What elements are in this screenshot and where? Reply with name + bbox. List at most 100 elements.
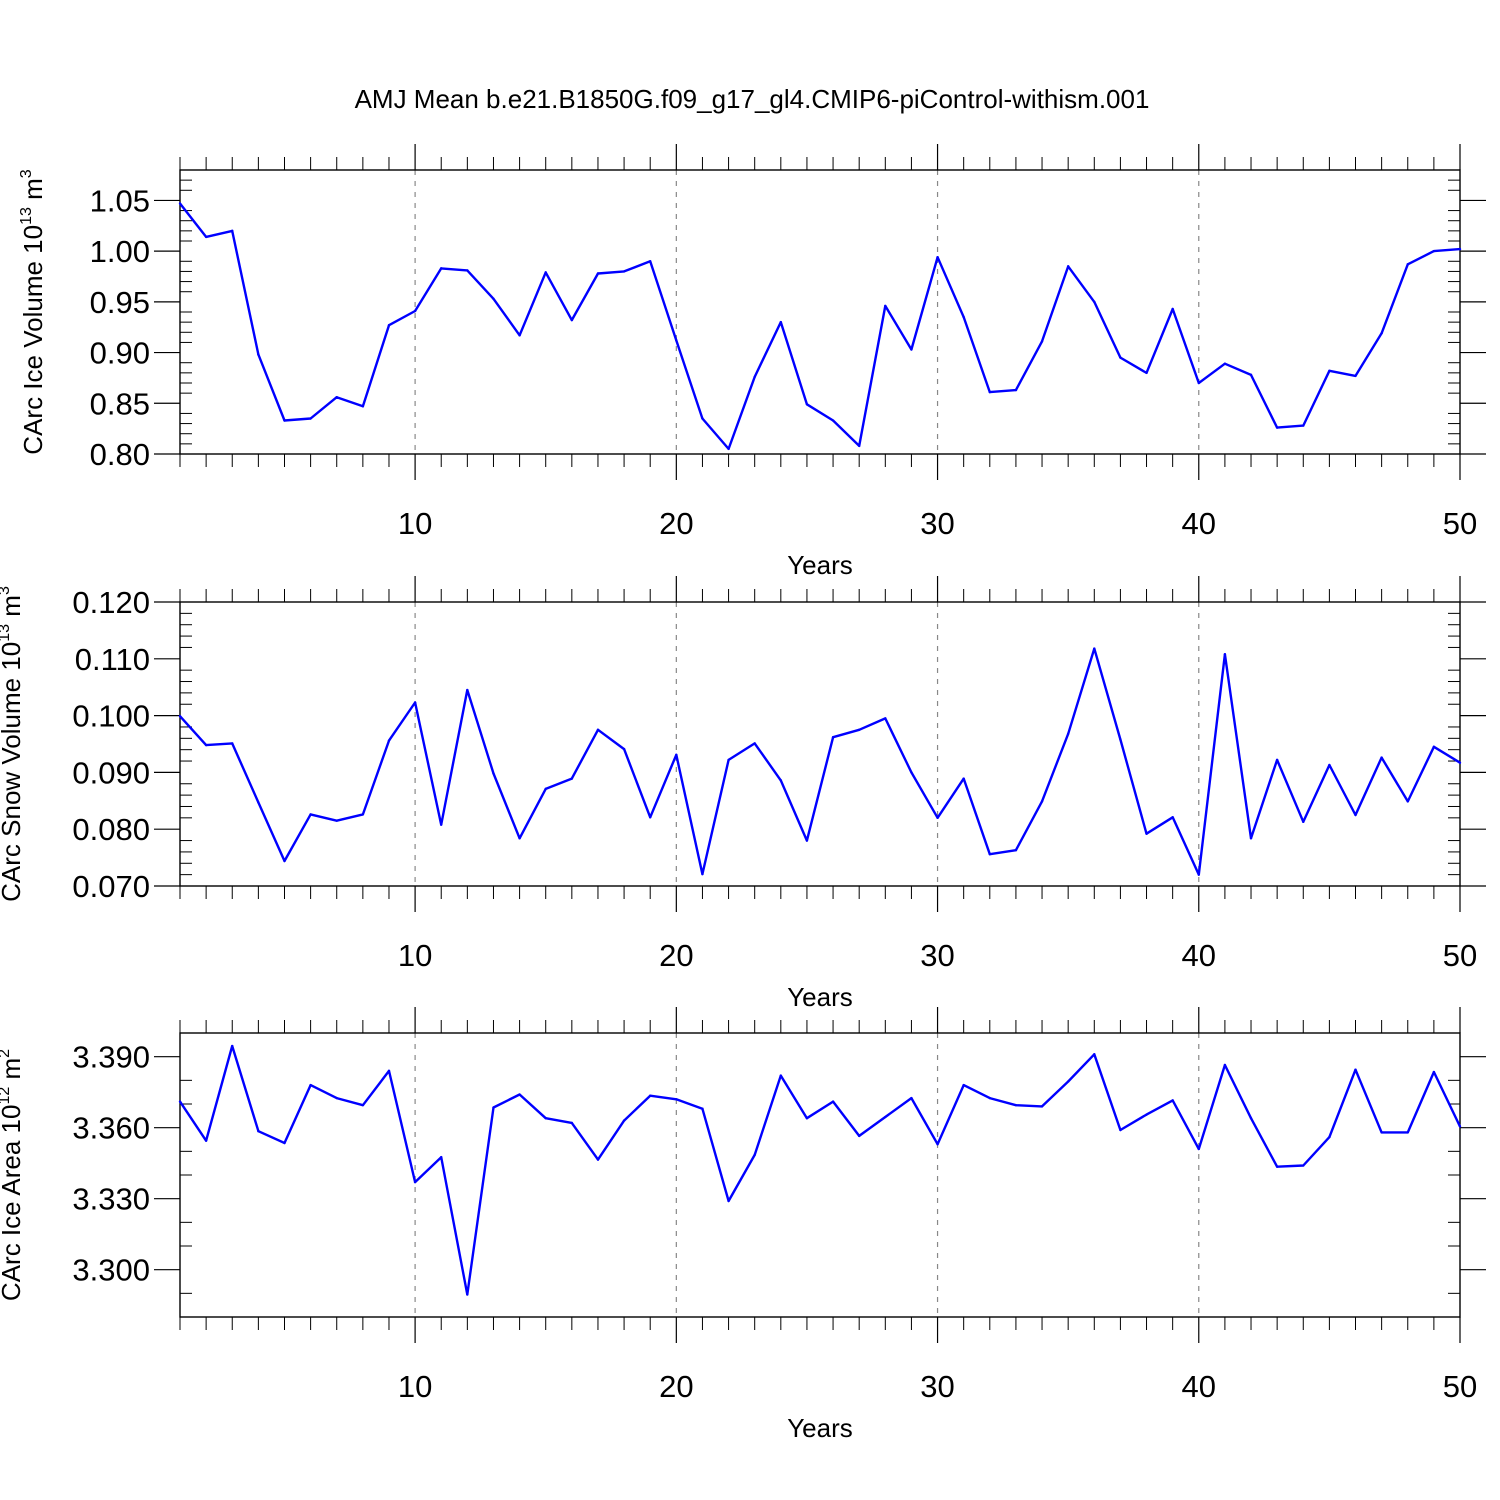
- data-point: [1093, 1053, 1096, 1056]
- y-tick-label: 0.85: [90, 386, 150, 421]
- data-point: [1354, 374, 1357, 378]
- data-point: [1275, 426, 1279, 429]
- data-point: [649, 260, 652, 263]
- data-point: [805, 1117, 809, 1120]
- x-tick-label: 30: [920, 938, 954, 973]
- data-point: [1380, 332, 1383, 335]
- y-tick-label: 0.110: [75, 642, 150, 677]
- y-tick-label: 3.300: [72, 1253, 150, 1288]
- x-tick-label: 50: [1443, 938, 1477, 973]
- data-point: [1432, 745, 1436, 749]
- data-point: [727, 1199, 730, 1203]
- data-point: [440, 1156, 443, 1159]
- data-point: [649, 816, 652, 819]
- y-tick-label: 0.090: [72, 755, 150, 790]
- y-tick-label: 3.390: [72, 1040, 150, 1075]
- data-point: [1066, 265, 1070, 268]
- data-point: [1406, 800, 1409, 803]
- data-point: [570, 1121, 574, 1125]
- data-point: [1040, 340, 1044, 343]
- y-tick-label: 3.330: [72, 1182, 150, 1217]
- data-point: [779, 779, 783, 782]
- data-point: [1432, 1070, 1436, 1074]
- data-point: [910, 348, 913, 351]
- data-point: [727, 447, 730, 451]
- data-point: [204, 1139, 208, 1142]
- data-point: [387, 1069, 391, 1073]
- y-tick-label: 3.360: [72, 1111, 150, 1146]
- data-point: [1145, 1113, 1148, 1116]
- data-point: [361, 405, 365, 408]
- data-point: [1223, 653, 1227, 656]
- x-tick-label: 10: [398, 1369, 432, 1404]
- data-point: [936, 256, 939, 259]
- data-point: [257, 801, 260, 804]
- y-axis-title-superscript: 3: [0, 586, 13, 595]
- data-point: [1040, 1105, 1044, 1108]
- y-tick-label: 0.90: [90, 336, 150, 371]
- data-point: [884, 717, 887, 720]
- data-point: [884, 304, 887, 308]
- data-point: [1302, 424, 1305, 427]
- data-point: [910, 1096, 913, 1100]
- data-point: [544, 271, 547, 274]
- y-axis-title-part: m: [0, 1058, 26, 1087]
- panels: 10 20 30 40 50 0.80 0.85 0.90 0.95 1.00 1.05 Years C…: [0, 144, 1486, 1443]
- data-point: [518, 837, 521, 840]
- plot-frame: [179, 169, 1461, 455]
- y-axis-title-superscript: 12: [0, 1087, 13, 1105]
- data-point: [1302, 1164, 1305, 1167]
- data-point: [440, 823, 443, 826]
- x-tick-label: 10: [398, 506, 432, 541]
- x-axis-title: Years: [787, 550, 853, 580]
- data-point: [309, 417, 312, 420]
- data-point: [701, 872, 704, 876]
- data-point: [1093, 300, 1096, 304]
- data-point: [805, 839, 809, 842]
- data-point: [962, 777, 965, 780]
- data-point: [1406, 1131, 1409, 1134]
- x-tick-label: 40: [1182, 506, 1216, 541]
- data-point: [1275, 758, 1279, 762]
- data-point: [1380, 1131, 1383, 1134]
- y-tick-label: 0.100: [72, 699, 150, 734]
- data-point: [596, 272, 600, 275]
- data-point: [1171, 1099, 1174, 1102]
- data-point: [466, 1293, 469, 1296]
- x-tick-label: 20: [659, 938, 693, 973]
- data-point: [492, 772, 495, 775]
- x-tick-label: 30: [920, 506, 954, 541]
- data-point: [1197, 1147, 1200, 1151]
- x-tick-label: 20: [659, 506, 693, 541]
- data-point: [1040, 800, 1044, 803]
- x-axis-title: Years: [787, 982, 853, 1012]
- data-point: [1171, 816, 1174, 819]
- data-point: [518, 334, 521, 337]
- data-point: [857, 444, 861, 448]
- data-point: [570, 318, 574, 322]
- y-axis-title-superscript: 13: [0, 624, 13, 642]
- data-point: [1119, 738, 1122, 741]
- data-point: [1145, 371, 1148, 375]
- data-point: [1197, 873, 1200, 876]
- data-point: [1223, 1063, 1227, 1067]
- data-point: [178, 1100, 182, 1103]
- data-point: [622, 270, 626, 273]
- y-axis-title-superscript: 2: [0, 1049, 13, 1058]
- panel-2: 10 20 30 40 50 0.070 0.080 0.090 0.100 0.110 0.120…: [0, 576, 1486, 1012]
- y-axis-title-superscript: 3: [18, 169, 35, 178]
- data-point: [1014, 849, 1018, 852]
- data-point: [440, 267, 443, 270]
- y-axis-title-part: CArc Ice Volume 10: [18, 225, 48, 455]
- data-point: [413, 309, 417, 313]
- data-point: [831, 1100, 835, 1103]
- data-point: [283, 1141, 286, 1145]
- data-point: [1197, 381, 1200, 385]
- data-point: [649, 1094, 652, 1097]
- data-point: [1302, 820, 1305, 824]
- data-point: [231, 742, 234, 745]
- plot-frame: [179, 1032, 1461, 1318]
- data-point: [204, 235, 208, 239]
- y-axis-title: CArc Ice Area 1012 m2: [0, 1049, 26, 1301]
- data-point: [309, 813, 312, 816]
